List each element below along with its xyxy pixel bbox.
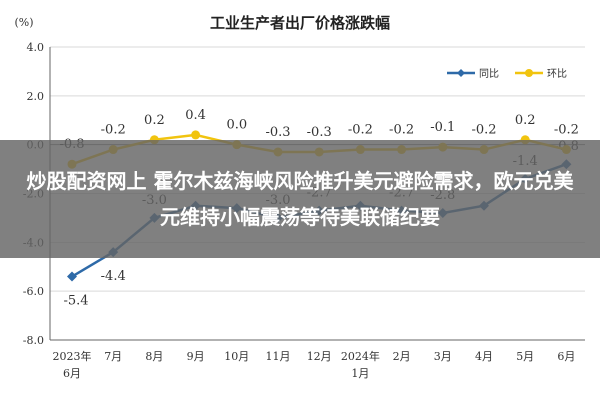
y-tick-label: -8.0 bbox=[23, 334, 44, 347]
data-label: -4.4 bbox=[101, 269, 126, 284]
legend-label: 环比 bbox=[547, 68, 567, 80]
y-tick-label: 2.0 bbox=[27, 90, 45, 103]
y-tick-label: 4.0 bbox=[27, 41, 45, 54]
data-label: -0.2 bbox=[554, 123, 579, 138]
series-point bbox=[191, 130, 201, 140]
data-label: -0.2 bbox=[101, 123, 126, 138]
legend-marker bbox=[457, 69, 465, 77]
overlay-banner: 炒股配资网上 霍尔木兹海峡风险推升美元避险需求，欧元兑美元维持小幅震荡等待美联储… bbox=[0, 140, 600, 258]
x-tick-label: 11月 bbox=[266, 350, 291, 363]
x-tick-label: 2024年 1月 bbox=[341, 349, 380, 380]
x-tick-label: 2月 bbox=[393, 350, 411, 363]
x-tick-label: 6月 bbox=[557, 350, 575, 363]
legend-marker bbox=[525, 69, 533, 77]
data-label: 0.0 bbox=[226, 118, 247, 133]
x-tick-label: 9月 bbox=[187, 350, 205, 363]
y-tick-label: -6.0 bbox=[23, 285, 44, 298]
x-tick-label: 5月 bbox=[516, 350, 534, 363]
chart-title: 工业生产者出厂价格涨跌幅 bbox=[210, 14, 390, 32]
data-label: 0.2 bbox=[144, 113, 165, 128]
data-label: -0.3 bbox=[307, 125, 332, 140]
data-label: -0.1 bbox=[430, 120, 455, 135]
data-label: -0.3 bbox=[265, 125, 290, 140]
x-tick-label: 2023年 6月 bbox=[53, 349, 92, 380]
data-label: -0.2 bbox=[389, 123, 414, 138]
data-label: 0.4 bbox=[185, 108, 206, 123]
x-tick-label: 10月 bbox=[224, 350, 249, 363]
x-tick-label: 8月 bbox=[145, 350, 163, 363]
data-label: -5.4 bbox=[63, 294, 88, 309]
y-unit-label: (%) bbox=[14, 16, 33, 29]
x-tick-label: 7月 bbox=[104, 350, 122, 363]
x-tick-label: 3月 bbox=[434, 350, 452, 363]
overlay-text: 炒股配资网上 霍尔木兹海峡风险推升美元避险需求，欧元兑美元维持小幅震荡等待美联储… bbox=[26, 169, 574, 229]
data-label: -0.2 bbox=[471, 123, 496, 138]
legend-label: 同比 bbox=[479, 68, 499, 80]
series-point bbox=[67, 271, 77, 282]
x-tick-label: 12月 bbox=[307, 350, 332, 363]
data-label: 0.2 bbox=[515, 113, 536, 128]
data-label: -0.2 bbox=[348, 123, 373, 138]
x-tick-label: 4月 bbox=[475, 350, 493, 363]
